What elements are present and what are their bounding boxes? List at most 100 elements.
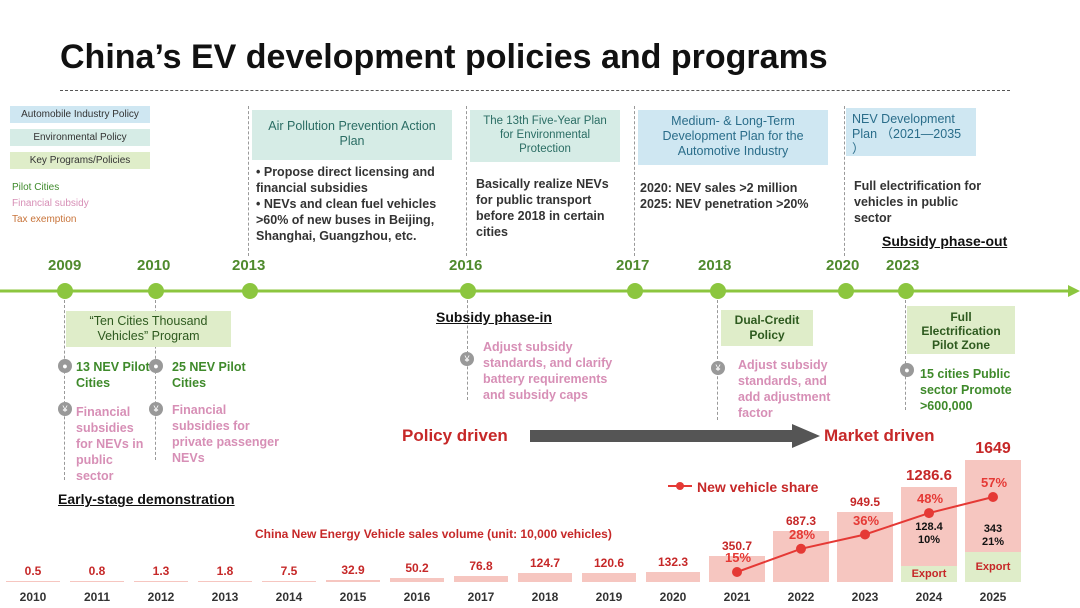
map-pin-icon: ● (58, 359, 72, 373)
bar-value-label: 50.2 (405, 561, 429, 576)
bar-2011 (70, 581, 124, 582)
share-label: 15% (724, 550, 752, 565)
x-tick-label: 2025 (979, 590, 1007, 604)
bar-value-label: 1.8 (216, 564, 234, 578)
adjust-subsidy-1: Adjust subsidy standards, and clarify ba… (483, 340, 613, 402)
timeline-dot (242, 283, 258, 299)
export-value: 128.4 (915, 521, 943, 533)
bar-value-label: 76.8 (469, 559, 493, 574)
year-2018: 2018 (698, 257, 732, 274)
chart-title: China New Energy Vehicle sales volume (u… (255, 527, 612, 541)
year-2010: 2010 (137, 257, 171, 274)
x-tick-label: 2012 (147, 590, 175, 604)
share-label: 36% (852, 512, 880, 528)
mlt-line-1: 2020: NEV sales >2 million (640, 181, 798, 195)
year-2009: 2009 (48, 257, 82, 274)
full-electrification-text: 15 cities Public sector Promote >600,000 (920, 367, 1012, 413)
share-label: 48% (916, 491, 944, 507)
yuan-icon: ¥ (149, 402, 163, 416)
timeline-dot (710, 283, 726, 299)
year-2013: 2013 (232, 257, 266, 274)
legend-subsidy: Financial subsidy (12, 198, 89, 209)
year-2016: 2016 (449, 257, 483, 274)
fin-subsidy-private: Financial subsidies for private passenge… (172, 403, 279, 465)
air-bullet-1-text: Propose direct licensing and financial s… (256, 165, 435, 195)
x-tick-label: 2018 (531, 590, 559, 604)
map-pin-icon: ● (149, 359, 163, 373)
year-2017: 2017 (616, 257, 650, 274)
export-share: 10% (917, 534, 941, 546)
share-label: 28% (788, 526, 816, 542)
legend-env: Environmental Policy (10, 129, 150, 146)
market-driven-label: Market driven (824, 426, 935, 445)
bar-value-label: 1286.6 (906, 466, 952, 484)
divider (248, 106, 249, 256)
x-tick-label: 2017 (467, 590, 495, 604)
legend-share: New vehicle share (697, 479, 819, 495)
mlt-line-2: 2025: NEV penetration >20% (640, 197, 809, 211)
bar-2012 (134, 581, 188, 582)
x-tick-label: 2013 (211, 590, 239, 604)
five-year-box: The 13th Five-Year Plan for Environmenta… (470, 110, 620, 162)
air-bullet-2-text: NEVs and clean fuel vehicles >60% of new… (256, 197, 437, 243)
timeline-dot (460, 283, 476, 299)
dual-credit-box: Dual-Credit Policy (721, 310, 813, 346)
yuan-icon: ¥ (711, 361, 725, 375)
map-pin-icon: ● (900, 363, 914, 377)
year-2020: 2020 (826, 257, 860, 274)
early-stage-label: Early-stage demonstration (58, 491, 235, 507)
bar-value-label: 0.8 (88, 564, 106, 578)
share-label: 57% (980, 475, 1008, 490)
export-value: 343 (983, 523, 1003, 535)
bar-2020 (646, 572, 700, 582)
x-tick-label: 2015 (339, 590, 367, 604)
bar-value-label: 120.6 (593, 556, 625, 571)
bar-value-label: 949.5 (849, 494, 881, 509)
bar-value-label: 124.7 (529, 555, 561, 570)
bar-2017 (454, 576, 508, 582)
adjust-subsidy-2: Adjust subsidy standards, and add adjust… (738, 358, 831, 420)
divider (634, 106, 635, 256)
bar-2018 (518, 572, 572, 582)
yuan-icon: ¥ (460, 352, 474, 366)
x-tick-label: 2014 (275, 590, 303, 604)
x-tick-label: 2019 (595, 590, 623, 604)
bar-value-label: 7.5 (280, 564, 298, 578)
legend-line-marker (668, 482, 692, 490)
page-title: China’s EV development policies and prog… (60, 38, 828, 76)
fin-subsidy-public: Financial subsidies for NEVs in public s… (76, 405, 144, 483)
full-electrification-box: Full Electrification Pilot Zone (907, 306, 1015, 354)
timeline-dot (838, 283, 854, 299)
bar-value-label: 1.3 (152, 564, 170, 578)
bar-2015 (326, 579, 380, 582)
x-tick-label: 2023 (851, 590, 879, 604)
policy-market-arrow (530, 424, 820, 448)
bar-2010 (6, 581, 60, 582)
subsidy-phase-in: Subsidy phase-in (436, 309, 552, 325)
bar-2013 (198, 581, 252, 582)
bar-value-label: 0.5 (24, 564, 42, 578)
x-tick-label: 2022 (787, 590, 815, 604)
bar-value-label: 32.9 (341, 562, 365, 577)
mlt-box: Medium- & Long-Term Development Plan for… (638, 110, 828, 165)
divider (466, 106, 467, 256)
divider (844, 106, 845, 256)
nev-plan-text: Full electrification for vehicles in pub… (854, 179, 982, 225)
timeline-line (0, 285, 1080, 297)
subsidy-phase-out: Subsidy phase-out (882, 233, 1008, 249)
export-share: 21% (981, 536, 1005, 548)
bar-value-label: 132.3 (657, 555, 689, 570)
x-tick-label: 2010 (19, 590, 47, 604)
export-label: Export (911, 568, 947, 580)
title-divider (60, 90, 1010, 91)
x-tick-label: 2016 (403, 590, 431, 604)
x-tick-label: 2020 (659, 590, 687, 604)
yuan-icon: ¥ (58, 402, 72, 416)
air-bullet-1: • Propose direct licensing and financial… (256, 165, 435, 195)
divider (155, 300, 156, 460)
timeline-dot (57, 283, 73, 299)
divider (905, 300, 906, 410)
pilot-13: 13 NEV Pilot Cities (76, 360, 150, 390)
legend-pilot: Pilot Cities (12, 182, 60, 193)
legend-auto: Automobile Industry Policy (10, 106, 150, 123)
